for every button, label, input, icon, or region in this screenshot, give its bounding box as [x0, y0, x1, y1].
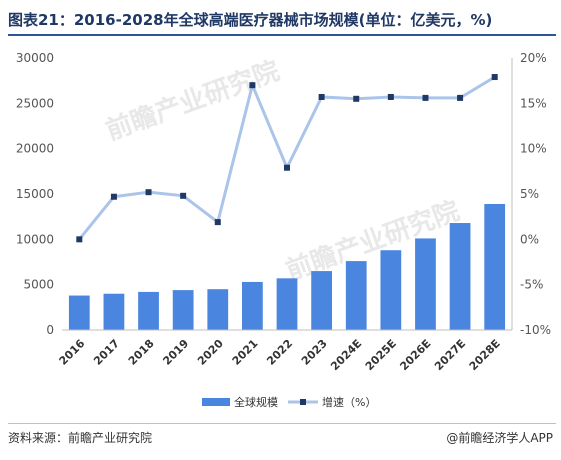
growth-point — [214, 219, 221, 226]
x-tick-label: 2019 — [160, 337, 191, 368]
y2-tick-label: 5% — [520, 187, 539, 201]
bar — [415, 238, 436, 330]
y-tick-label: 25000 — [16, 96, 54, 110]
y2-tick-label: -5% — [520, 278, 543, 292]
x-tick-label: 2017 — [91, 337, 122, 368]
watermark-text: 前瞻产业研究院 — [282, 195, 464, 286]
bar — [380, 250, 402, 330]
y2-tick-label: 0% — [520, 232, 539, 246]
brand-credit: @前瞻经济学人APP — [446, 431, 553, 445]
growth-point — [457, 94, 464, 101]
legend-label: 全球规模 — [234, 395, 278, 409]
x-tick-label: 2025E — [363, 337, 399, 373]
growth-point — [491, 74, 498, 81]
y2-tick-label: -10% — [520, 323, 551, 337]
bar-series — [68, 203, 506, 330]
source-note: 资料来源：前瞻产业研究院 — [8, 431, 153, 445]
line-series — [76, 74, 498, 243]
growth-point — [180, 192, 187, 199]
y2-tick-label: 10% — [520, 142, 547, 156]
page-title: 图表21：2016-2028年全球高端医疗器械市场规模(单位：亿美元，%) — [8, 6, 556, 36]
y-tick-label: 20000 — [16, 142, 54, 156]
growth-point — [284, 164, 290, 171]
legend-label: 增速（%） — [322, 395, 376, 409]
growth-point — [318, 93, 325, 100]
bar — [103, 293, 125, 330]
left-axis: 0 5000 10000 15000 20000 25000 30000 — [16, 51, 54, 337]
x-tick-label: 2023 — [299, 337, 330, 368]
y-tick-label: 0 — [46, 323, 54, 337]
bar — [138, 291, 159, 330]
bar — [172, 290, 194, 330]
x-tick-label: 2022 — [264, 337, 295, 368]
growth-point — [353, 95, 360, 102]
growth-point — [249, 82, 256, 89]
x-tick-label: 2020 — [195, 337, 226, 368]
bar — [242, 281, 263, 330]
growth-point — [110, 193, 117, 200]
x-tick-label: 2018 — [126, 337, 157, 368]
y2-tick-label: 15% — [520, 96, 547, 110]
x-tick-label: 2024E — [328, 337, 364, 373]
legend: 全球规模 增速（%） — [202, 395, 376, 409]
growth-point — [387, 93, 394, 100]
growth-point — [145, 189, 152, 196]
x-tick-label: 2016 — [57, 337, 88, 368]
bar — [449, 223, 471, 330]
watermark-text: 前瞻产业研究院 — [102, 55, 284, 146]
x-tick-label: 2021 — [230, 337, 261, 368]
bar — [207, 289, 229, 330]
bar — [484, 203, 506, 330]
bar — [345, 261, 367, 330]
bar — [311, 271, 332, 330]
y-tick-label: 5000 — [23, 278, 54, 292]
right-axis: -10% -5% 0% 5% 10% 15% 20% — [520, 51, 551, 337]
bar — [68, 295, 90, 330]
footer-divider — [8, 423, 556, 424]
y-tick-label: 15000 — [16, 187, 54, 201]
x-tick-label: 2028E — [467, 337, 503, 373]
y2-tick-label: 20% — [520, 51, 547, 65]
y-tick-label: 30000 — [16, 51, 54, 65]
y-tick-label: 10000 — [16, 232, 54, 246]
legend-swatch-marker — [300, 399, 306, 405]
growth-point — [76, 236, 83, 243]
bar — [276, 278, 298, 330]
x-tick-label: 2027E — [432, 337, 468, 373]
x-tick-label: 2026E — [397, 337, 433, 373]
legend-swatch-bar — [202, 398, 230, 406]
growth-point — [422, 94, 429, 101]
